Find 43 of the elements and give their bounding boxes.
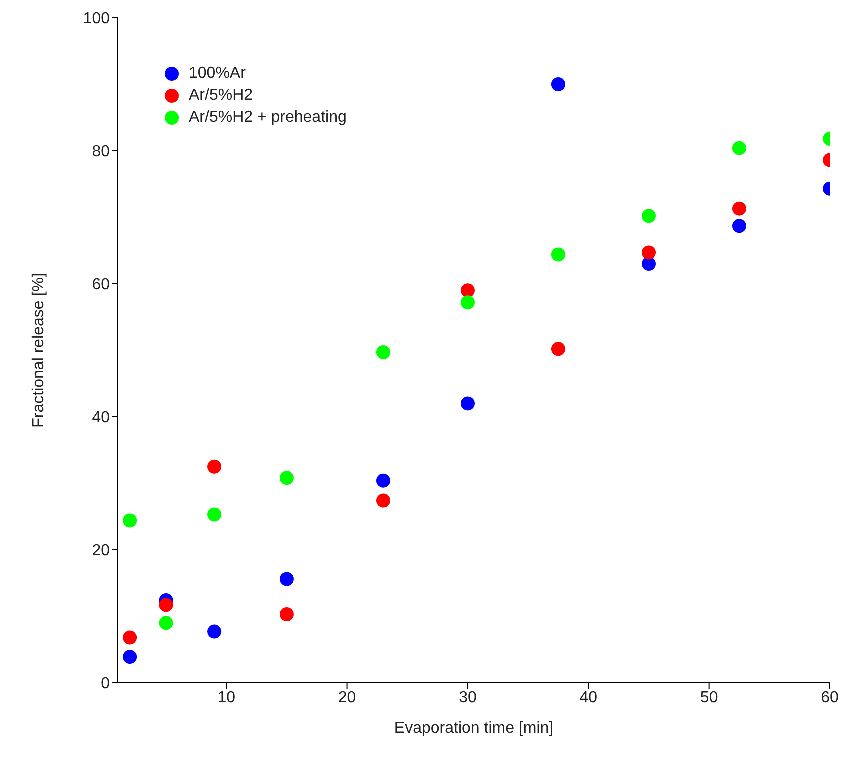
point [376, 474, 390, 488]
y-axis-title: Fractional release [%] [30, 273, 48, 428]
point [642, 246, 656, 260]
point [460, 296, 475, 310]
point [460, 284, 475, 298]
x-tick-label: 60 [821, 689, 839, 706]
x-tick-label: 10 [218, 689, 236, 706]
x-axis-title: Evaporation time [min] [394, 720, 554, 737]
point [159, 598, 174, 612]
x-tick-label: 20 [338, 689, 356, 706]
x-tick-label: 50 [700, 689, 718, 706]
legend-label: Ar/5%H2 + preheating [189, 108, 347, 128]
point [551, 342, 566, 356]
point [208, 508, 222, 522]
point [642, 209, 656, 224]
point [123, 514, 138, 528]
x-tick-label: 30 [459, 689, 477, 706]
legend-label: 100%Ar [189, 64, 246, 84]
point [551, 248, 566, 262]
point [208, 460, 222, 474]
point [551, 78, 566, 92]
y-tick-label: 40 [92, 410, 110, 427]
x-tick-label: 40 [580, 689, 598, 706]
y-tick-label: 20 [92, 542, 110, 560]
point [280, 471, 294, 486]
point [376, 345, 390, 360]
y-tick-label: 0 [101, 676, 110, 693]
point [732, 202, 746, 216]
point [376, 494, 390, 508]
point [732, 219, 746, 234]
point [123, 630, 138, 645]
y-tick-label: 60 [92, 276, 110, 294]
point [159, 616, 174, 630]
point [280, 572, 294, 586]
y-tick-label: 80 [92, 144, 110, 161]
y-tick-label: 100 [83, 10, 110, 28]
point [208, 624, 222, 639]
point [732, 141, 746, 156]
legend-label: Ar/5%H2 [189, 86, 254, 106]
point [280, 608, 294, 622]
point [123, 650, 138, 664]
point [460, 396, 475, 411]
point [642, 257, 656, 272]
